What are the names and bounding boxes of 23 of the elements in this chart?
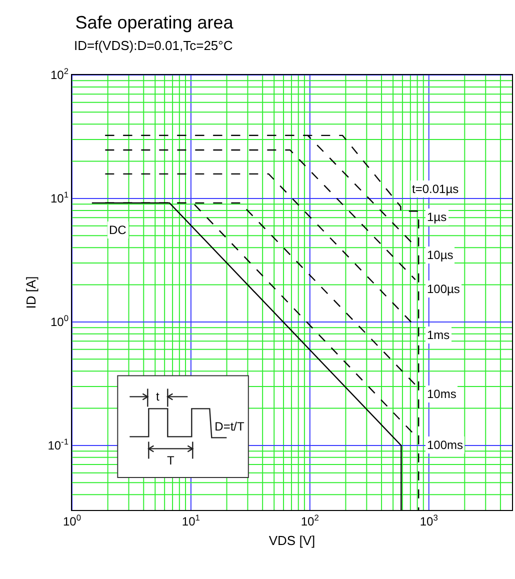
y-axis-title: ID [A] <box>24 276 39 309</box>
annotation: 10ms <box>427 387 456 401</box>
annotation: 100µs <box>427 282 460 296</box>
annotation: t <box>156 390 160 404</box>
y-tick-label: 10$^{-1}$ <box>48 436 69 453</box>
chart-title: Safe operating area <box>75 12 234 32</box>
x-tick-label: 10$^{1}$ <box>182 512 200 528</box>
x-tick-label: 10$^{3}$ <box>420 512 438 528</box>
y-tick-label: 10$^{0}$ <box>50 313 69 330</box>
annotation: 1µs <box>427 210 447 224</box>
annotation: t=0.01µs <box>412 182 459 196</box>
annotation: DC <box>109 223 127 237</box>
annotation: 100ms <box>427 438 464 452</box>
x-axis-title: VDS [V] <box>268 533 316 548</box>
chart-subtitle: ID=f(VDS):D=0.01,Tc=25°C <box>74 38 233 53</box>
x-tick-label: 10$^{0}$ <box>62 512 82 528</box>
x-tick-label: 10$^{2}$ <box>300 512 320 528</box>
annotation: D=t/T <box>214 420 245 434</box>
y-tick-label: 10$^{2}$ <box>50 66 69 82</box>
y-tick-label: 10$^{1}$ <box>50 190 69 206</box>
annotation: 1ms <box>427 328 450 342</box>
annotation: T <box>166 454 175 468</box>
annotation: 10µs <box>427 248 454 262</box>
